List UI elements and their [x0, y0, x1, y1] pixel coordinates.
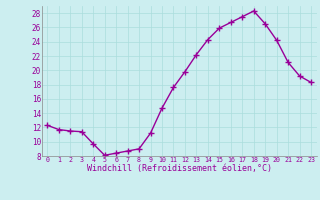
X-axis label: Windchill (Refroidissement éolien,°C): Windchill (Refroidissement éolien,°C): [87, 164, 272, 173]
